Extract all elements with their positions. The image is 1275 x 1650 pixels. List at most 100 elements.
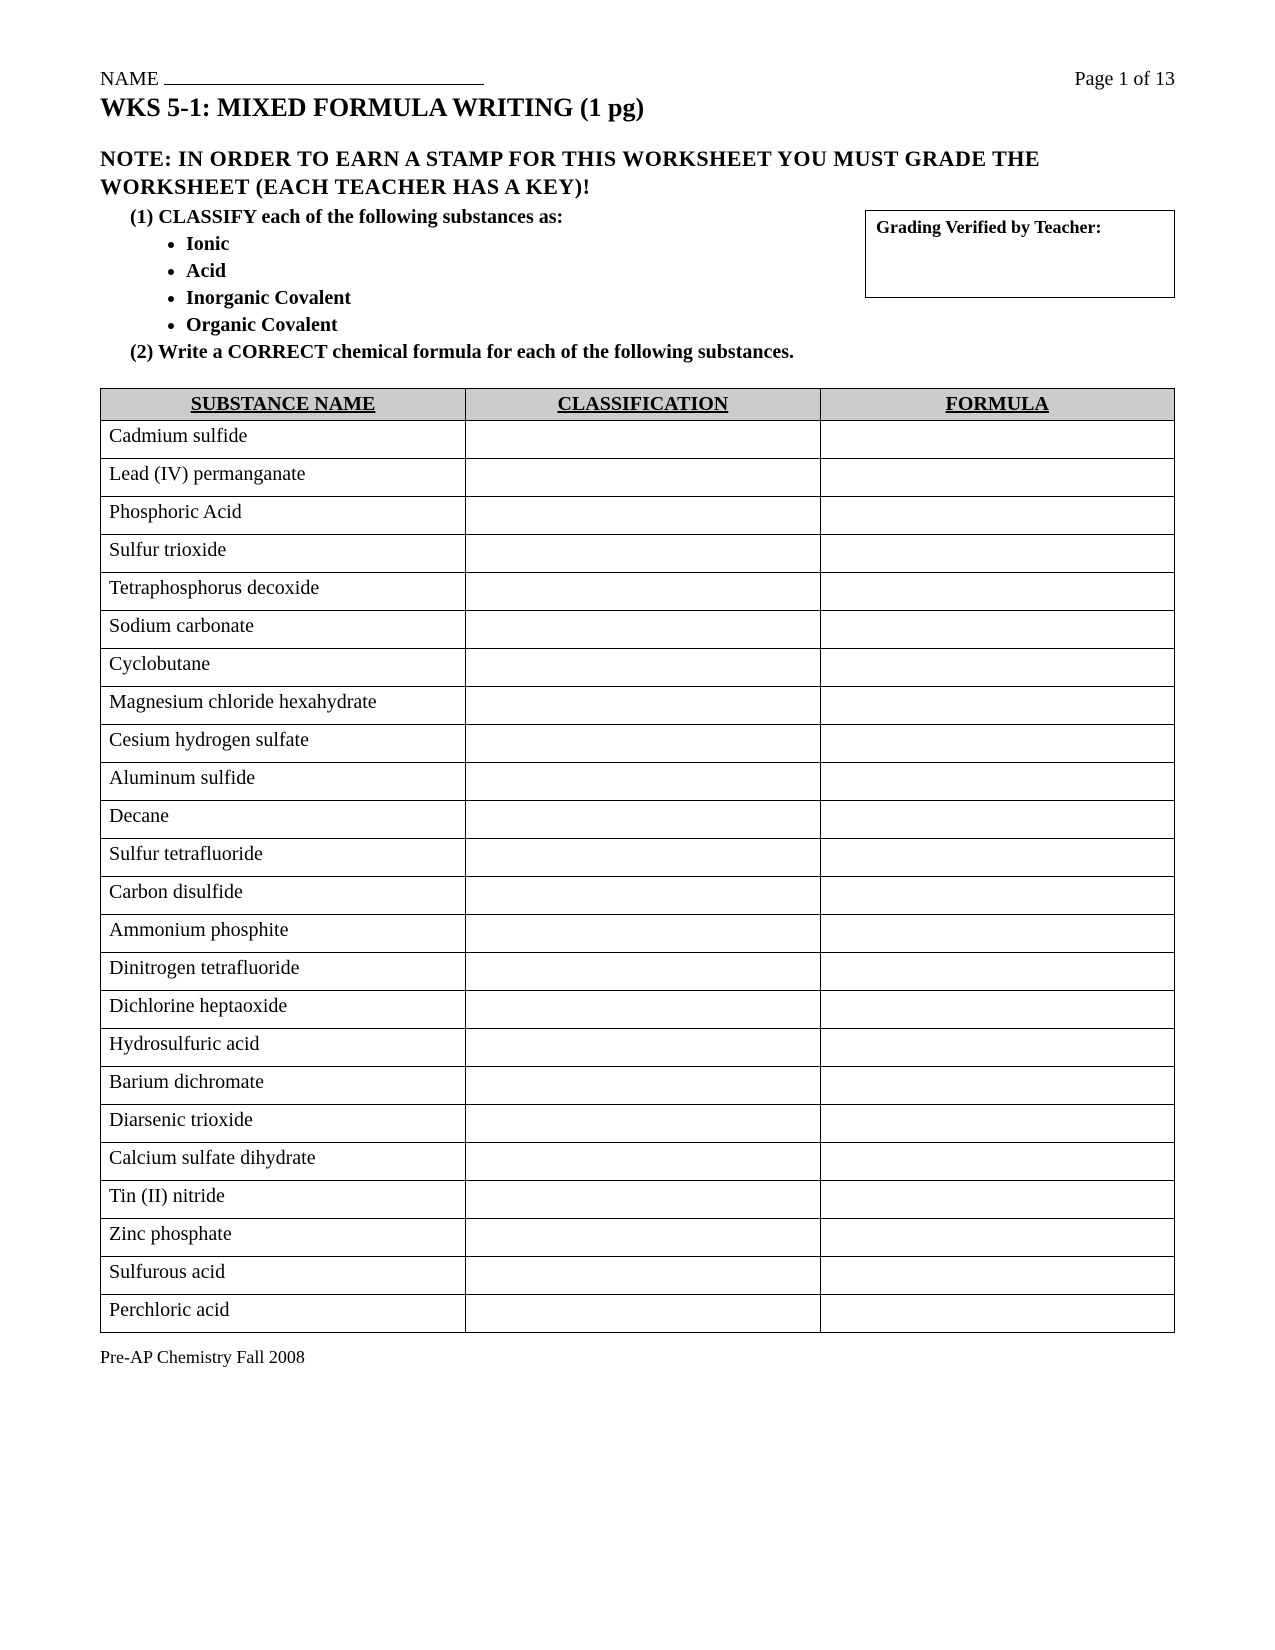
substance-name-cell: Hydrosulfuric acid (101, 1029, 466, 1067)
formula-cell[interactable] (820, 1105, 1174, 1143)
substance-name-cell: Tin (II) nitride (101, 1181, 466, 1219)
table-header-row: SUBSTANCE NAME CLASSIFICATION FORMULA (101, 389, 1175, 421)
formula-cell[interactable] (820, 801, 1174, 839)
table-row: Tin (II) nitride (101, 1181, 1175, 1219)
classification-cell[interactable] (466, 649, 820, 687)
formula-cell[interactable] (820, 1143, 1174, 1181)
classification-cell[interactable] (466, 1257, 820, 1295)
classification-cell[interactable] (466, 839, 820, 877)
formula-cell[interactable] (820, 877, 1174, 915)
table-row: Aluminum sulfide (101, 763, 1175, 801)
formula-cell[interactable] (820, 915, 1174, 953)
page-number: Page 1 of 13 (1074, 68, 1175, 91)
substance-name-cell: Cadmium sulfide (101, 421, 466, 459)
formula-cell[interactable] (820, 839, 1174, 877)
classification-cell[interactable] (466, 953, 820, 991)
classification-cell[interactable] (466, 763, 820, 801)
formula-cell[interactable] (820, 649, 1174, 687)
worksheet-title: WKS 5-1: MIXED FORMULA WRITING (1 pg) (100, 93, 1175, 123)
table-row: Magnesium chloride hexahydrate (101, 687, 1175, 725)
formula-cell[interactable] (820, 763, 1174, 801)
classification-cell[interactable] (466, 991, 820, 1029)
formula-cell[interactable] (820, 1067, 1174, 1105)
bullet-item: Organic Covalent (186, 312, 1175, 339)
classification-cell[interactable] (466, 1143, 820, 1181)
formula-cell[interactable] (820, 459, 1174, 497)
table-row: Ammonium phosphite (101, 915, 1175, 953)
formula-cell[interactable] (820, 953, 1174, 991)
classification-cell[interactable] (466, 535, 820, 573)
formula-cell[interactable] (820, 1181, 1174, 1219)
name-field: NAME (100, 68, 484, 91)
note-text: NOTE: IN ORDER TO EARN A STAMP FOR THIS … (100, 145, 1175, 200)
name-blank-line[interactable] (164, 84, 484, 85)
footer-text: Pre-AP Chemistry Fall 2008 (100, 1347, 1175, 1368)
classification-cell[interactable] (466, 725, 820, 763)
formula-cell[interactable] (820, 421, 1174, 459)
classification-cell[interactable] (466, 1181, 820, 1219)
table-row: Cyclobutane (101, 649, 1175, 687)
table-row: Sulfur tetrafluoride (101, 839, 1175, 877)
classification-cell[interactable] (466, 421, 820, 459)
formula-cell[interactable] (820, 991, 1174, 1029)
instructions-section: (1) CLASSIFY each of the following subst… (100, 206, 1175, 364)
classification-cell[interactable] (466, 459, 820, 497)
formula-cell[interactable] (820, 535, 1174, 573)
formula-cell[interactable] (820, 687, 1174, 725)
formula-cell[interactable] (820, 1257, 1174, 1295)
table-row: Sodium carbonate (101, 611, 1175, 649)
table-row: Hydrosulfuric acid (101, 1029, 1175, 1067)
substance-name-cell: Dichlorine heptaoxide (101, 991, 466, 1029)
table-row: Cadmium sulfide (101, 421, 1175, 459)
table-row: Cesium hydrogen sulfate (101, 725, 1175, 763)
table-row: Calcium sulfate dihydrate (101, 1143, 1175, 1181)
substance-table: SUBSTANCE NAME CLASSIFICATION FORMULA Ca… (100, 388, 1175, 1333)
classification-cell[interactable] (466, 497, 820, 535)
formula-cell[interactable] (820, 1029, 1174, 1067)
classification-cell[interactable] (466, 687, 820, 725)
substance-name-cell: Sodium carbonate (101, 611, 466, 649)
table-row: Lead (IV) permanganate (101, 459, 1175, 497)
table-row: Decane (101, 801, 1175, 839)
worksheet-page: NAME Page 1 of 13 WKS 5-1: MIXED FORMULA… (0, 0, 1275, 1408)
classification-cell[interactable] (466, 877, 820, 915)
substance-name-cell: Magnesium chloride hexahydrate (101, 687, 466, 725)
substance-name-cell: Tetraphosphorus decoxide (101, 573, 466, 611)
classification-cell[interactable] (466, 1219, 820, 1257)
col-header-classification: CLASSIFICATION (466, 389, 820, 421)
classification-cell[interactable] (466, 1105, 820, 1143)
substance-name-cell: Cyclobutane (101, 649, 466, 687)
formula-cell[interactable] (820, 573, 1174, 611)
table-row: Perchloric acid (101, 1295, 1175, 1333)
header-row: NAME Page 1 of 13 (100, 68, 1175, 91)
col-header-name: SUBSTANCE NAME (101, 389, 466, 421)
table-row: Sulfur trioxide (101, 535, 1175, 573)
substance-name-cell: Barium dichromate (101, 1067, 466, 1105)
table-row: Barium dichromate (101, 1067, 1175, 1105)
substance-name-cell: Phosphoric Acid (101, 497, 466, 535)
substance-name-cell: Sulfurous acid (101, 1257, 466, 1295)
classification-cell[interactable] (466, 1029, 820, 1067)
table-row: Carbon disulfide (101, 877, 1175, 915)
classification-cell[interactable] (466, 915, 820, 953)
classification-cell[interactable] (466, 1295, 820, 1333)
classification-cell[interactable] (466, 1067, 820, 1105)
formula-cell[interactable] (820, 1219, 1174, 1257)
classification-cell[interactable] (466, 801, 820, 839)
formula-cell[interactable] (820, 611, 1174, 649)
formula-cell[interactable] (820, 497, 1174, 535)
classification-cell[interactable] (466, 573, 820, 611)
col-header-formula: FORMULA (820, 389, 1174, 421)
grading-box-label: Grading Verified by Teacher: (876, 217, 1102, 237)
table-row: Dinitrogen tetrafluoride (101, 953, 1175, 991)
classification-cell[interactable] (466, 611, 820, 649)
substance-name-cell: Sulfur trioxide (101, 535, 466, 573)
table-row: Phosphoric Acid (101, 497, 1175, 535)
substance-name-cell: Carbon disulfide (101, 877, 466, 915)
substance-name-cell: Decane (101, 801, 466, 839)
name-label: NAME (100, 68, 159, 90)
formula-cell[interactable] (820, 725, 1174, 763)
formula-cell[interactable] (820, 1295, 1174, 1333)
instruction-2: (2) Write a CORRECT chemical formula for… (130, 341, 1175, 364)
grading-verified-box: Grading Verified by Teacher: (865, 210, 1175, 298)
